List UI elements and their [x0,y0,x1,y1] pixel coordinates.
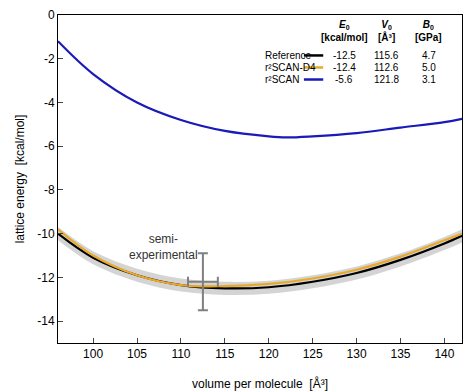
svg-text:r²SCAN: r²SCAN [265,74,299,85]
svg-text:115.6: 115.6 [374,50,399,61]
svg-text:volume per molecule [Å³]: volume per molecule [Å³] [192,376,328,391]
svg-text:E​0​[kcal/mol]: E​0​[kcal/mol] [321,19,368,43]
svg-text:-2: -2 [44,52,55,66]
svg-text:-8: -8 [44,183,55,197]
svg-text:-5.6: -5.6 [335,74,353,85]
svg-text:0: 0 [48,8,55,22]
svg-text:-10: -10 [37,227,55,241]
svg-text:-12.4: -12.4 [333,62,356,73]
svg-text:3.1: 3.1 [422,74,436,85]
svg-text:semi-experimental: semi-experimental [129,232,198,262]
svg-text:-12: -12 [37,271,55,285]
svg-text:r²SCAN-D4: r²SCAN-D4 [265,62,316,73]
svg-text:140: 140 [434,347,454,361]
svg-text:110: 110 [171,347,190,361]
svg-text:125: 125 [303,347,323,361]
svg-text:5.0: 5.0 [422,62,436,73]
svg-text:4.7: 4.7 [422,50,436,61]
svg-text:100: 100 [83,347,103,361]
svg-text:B​0​[GPa]: B​0​[GPa] [415,19,442,43]
svg-text:-4: -4 [44,96,55,110]
svg-text:-6: -6 [44,139,55,153]
svg-text:130: 130 [347,347,367,361]
svg-text:135: 135 [391,347,411,361]
svg-text:115: 115 [215,347,234,361]
svg-text:-14: -14 [37,314,55,328]
svg-text:V​0​[Å³]: V​0​[Å³] [378,19,395,43]
svg-text:lattice energy [kcal/mol]: lattice energy [kcal/mol] [13,115,27,244]
svg-text:Reference: Reference [265,50,312,61]
svg-text:105: 105 [127,347,147,361]
svg-text:112.6: 112.6 [374,62,399,73]
svg-text:121.8: 121.8 [374,74,399,85]
svg-text:120: 120 [259,347,279,361]
svg-text:-12.5: -12.5 [333,50,356,61]
